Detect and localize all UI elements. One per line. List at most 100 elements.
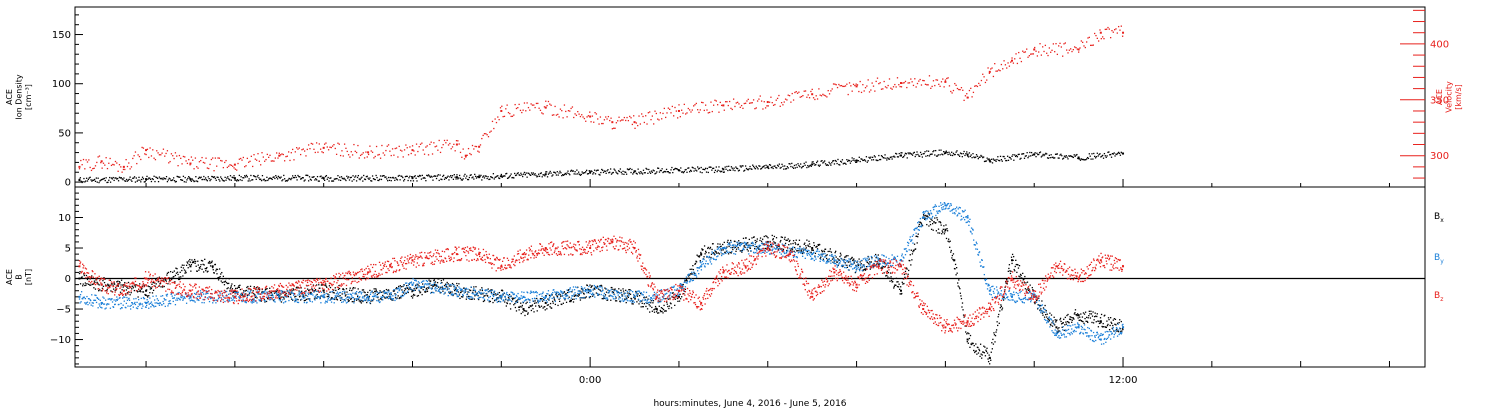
data-point (158, 300, 159, 301)
data-point (917, 154, 918, 155)
data-point (450, 286, 451, 287)
data-point (144, 302, 145, 303)
data-point (413, 282, 414, 283)
data-point (931, 229, 932, 230)
data-point (500, 301, 501, 302)
data-point (414, 295, 415, 296)
data-point (717, 170, 718, 171)
data-point (1036, 153, 1037, 154)
data-point (473, 178, 474, 179)
data-point (1020, 275, 1021, 276)
data-point (496, 300, 497, 301)
data-point (84, 275, 85, 276)
data-point (638, 115, 639, 116)
data-point (566, 174, 567, 175)
data-point (585, 121, 586, 122)
data-point (481, 287, 482, 288)
data-point (220, 293, 221, 294)
data-point (749, 166, 750, 167)
data-point (804, 243, 805, 244)
data-point (598, 123, 599, 124)
data-point (611, 173, 612, 174)
data-point (1033, 48, 1035, 50)
data-point (144, 153, 145, 154)
data-point (207, 180, 208, 181)
data-point (558, 116, 559, 117)
data-point (844, 86, 845, 87)
data-point (684, 171, 685, 172)
data-point (103, 298, 104, 299)
data-point (939, 150, 940, 151)
data-point (439, 140, 440, 141)
data-point (1027, 57, 1028, 58)
data-point (471, 154, 472, 155)
data-point (360, 299, 361, 300)
data-point (577, 173, 578, 174)
data-point (1098, 155, 1099, 156)
data-point (925, 156, 926, 157)
data-point (376, 290, 377, 291)
data-point (91, 170, 92, 171)
data-point (107, 168, 108, 169)
data-point (885, 86, 886, 87)
data-point (135, 181, 136, 182)
data-point (889, 278, 890, 279)
data-point (591, 285, 592, 286)
data-point (917, 236, 918, 237)
data-point (468, 179, 469, 180)
data-point (451, 148, 452, 149)
data-point (997, 156, 998, 157)
data-point (1105, 155, 1106, 156)
data-point (864, 159, 865, 160)
data-point (867, 162, 868, 163)
data-point (780, 241, 781, 242)
data-point (172, 295, 173, 296)
data-point (621, 294, 622, 295)
data-point (353, 302, 354, 303)
data-point (576, 169, 577, 170)
data-point (224, 284, 225, 285)
data-point (915, 154, 916, 155)
data-point (466, 294, 467, 295)
data-point (836, 161, 837, 162)
data-point (412, 295, 413, 296)
data-point (184, 156, 185, 157)
data-point (1012, 154, 1013, 155)
data-point (342, 291, 343, 292)
data-point (725, 169, 726, 170)
data-point (708, 252, 709, 253)
data-point (982, 74, 983, 75)
data-point (722, 168, 723, 169)
data-point (573, 170, 574, 171)
data-point (108, 284, 109, 285)
data-point (140, 159, 141, 160)
data-point (970, 88, 971, 89)
data-point (270, 295, 271, 296)
data-point (930, 224, 931, 225)
data-point (1098, 321, 1099, 322)
data-point (434, 279, 435, 280)
data-point (685, 113, 686, 114)
data-point (728, 253, 729, 254)
data-point (789, 95, 790, 96)
data-point (684, 104, 685, 105)
data-point (838, 84, 839, 85)
data-point (871, 159, 872, 160)
data-point (593, 172, 594, 173)
data-point (560, 296, 561, 297)
data-point (734, 106, 735, 107)
data-point (231, 285, 232, 286)
data-point (856, 85, 858, 87)
data-point (704, 110, 705, 111)
data-point (347, 294, 348, 295)
data-point (766, 236, 767, 237)
data-point (338, 294, 339, 295)
data-point (1049, 47, 1050, 48)
data-point (369, 300, 370, 301)
data-point (378, 299, 379, 300)
data-point (218, 298, 219, 299)
data-point (811, 163, 813, 165)
data-point (799, 166, 800, 167)
data-point (104, 164, 105, 165)
data-point (1064, 324, 1065, 325)
